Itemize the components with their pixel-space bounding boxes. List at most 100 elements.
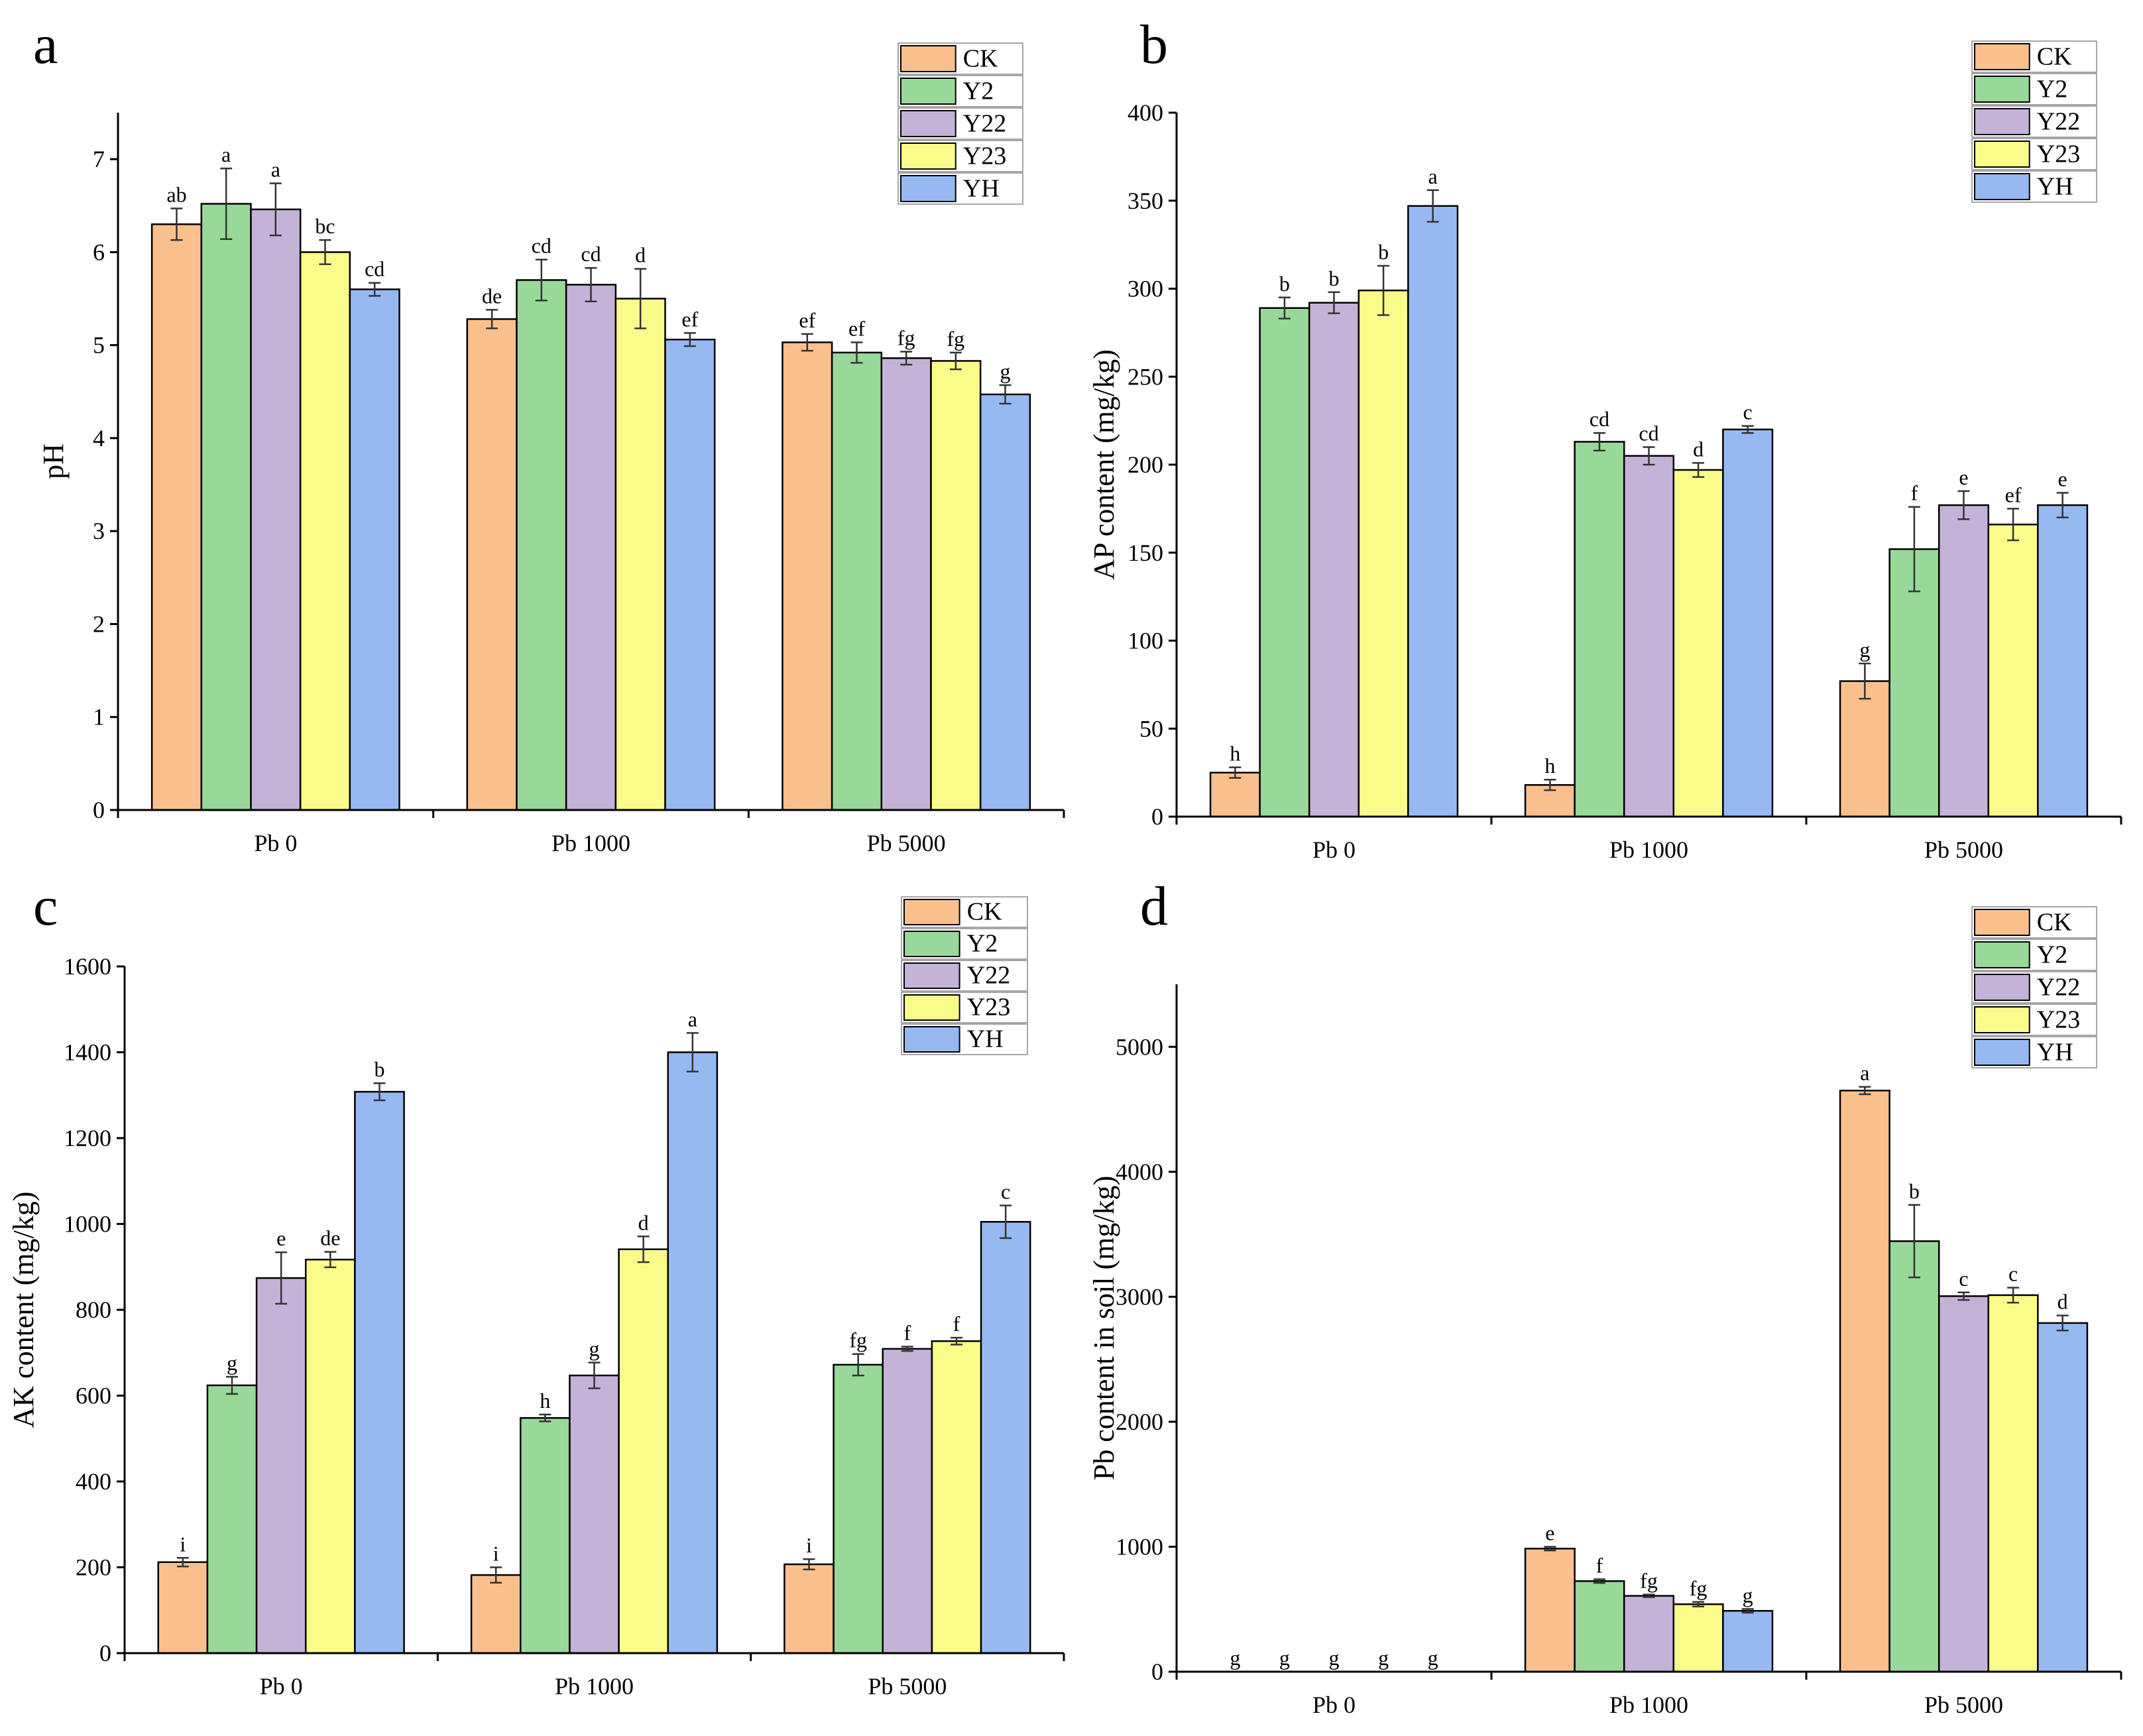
y-axis-label: AP content (mg/kg) <box>1088 349 1120 580</box>
legend-swatch-ck <box>1974 43 2030 70</box>
y-tick-label: 2000 <box>1116 1409 1163 1435</box>
error-bar-y23-0 <box>1377 264 1390 316</box>
error-bar-y23-0 <box>319 239 331 265</box>
error-bar-y2-2 <box>850 341 863 364</box>
legend-swatch-yh <box>1974 173 2030 200</box>
y-tick-label: 100 <box>1128 628 1163 654</box>
significance-letter-y22-2: c <box>1959 1267 1968 1291</box>
y-tick-label: 300 <box>1128 276 1163 302</box>
panel-letter-b: b <box>1140 14 1168 76</box>
y-tick-label: 200 <box>1128 451 1163 478</box>
bar-y2-2 <box>833 1363 884 1654</box>
legend: CK Y2 Y22 Y23 YH <box>898 42 1023 205</box>
error-bar-ck-1 <box>1544 778 1556 791</box>
significance-letter-yh-2: c <box>1001 1180 1010 1204</box>
legend-label-yh: YH <box>963 174 1000 202</box>
significance-letter-y2-2: fg <box>849 1328 867 1352</box>
bar-yh-1 <box>1722 1609 1774 1673</box>
legend-swatch-y22 <box>900 110 956 137</box>
significance-letter-yh-2: d <box>2057 1290 2068 1314</box>
error-bar-y2-0 <box>220 167 233 241</box>
legend-label-y2: Y2 <box>2037 75 2067 103</box>
y-tick-label: 1000 <box>64 1211 111 1238</box>
bar-y2-2 <box>1888 1240 1940 1673</box>
x-tick-label: Pb 0 <box>1312 1692 1356 1718</box>
significance-letter-y22-1: g <box>589 1337 600 1361</box>
chart-a-svg: a ab a a bc cd de cd cd d ef ef ef fg fg g 0 1 2 3 4 5 6 7 Pb 0 P… <box>33 14 1065 856</box>
y-tick-label: 3000 <box>1116 1283 1163 1310</box>
legend-label-y23: Y23 <box>2037 1006 2080 1033</box>
error-bar-ck-0 <box>176 1557 189 1568</box>
y-tick-label: 200 <box>76 1554 111 1581</box>
legend-swatch-y23 <box>1974 141 2030 168</box>
error-bar-y22-1 <box>1643 446 1655 466</box>
error-bar-y22-2 <box>901 1346 913 1352</box>
legend-swatch-y2 <box>903 931 960 957</box>
legend-label-y22: Y22 <box>967 962 1010 990</box>
significance-letter-y22-1: fg <box>1640 1569 1658 1593</box>
legend-swatch-y22 <box>1974 108 2030 135</box>
bar-y22-2 <box>882 1348 933 1654</box>
error-bar-ck-2 <box>1859 1086 1871 1096</box>
significance-letter-y22-0: e <box>276 1226 286 1250</box>
y-tick-label: 1200 <box>64 1125 111 1151</box>
error-bar-yh-2 <box>999 384 1012 405</box>
bar-y23-2 <box>930 360 982 811</box>
significance-letter-yh-2: g <box>1000 359 1011 383</box>
legend-label-y2: Y2 <box>963 77 994 105</box>
significance-letter-ck-1: h <box>1544 754 1555 778</box>
bar-yh-1 <box>667 1051 719 1654</box>
bar-y2-1 <box>516 279 567 811</box>
significance-letter-y2-0: a <box>221 143 231 166</box>
y-tick-label: 350 <box>1128 188 1163 214</box>
bar-yh-2 <box>2037 504 2089 818</box>
significance-letter-y23-2: fg <box>947 327 965 351</box>
significance-letter-y23-2: c <box>2008 1262 2018 1286</box>
bar-y23-1 <box>1672 1603 1724 1673</box>
legend-label-ck: CK <box>967 898 1002 926</box>
error-bar-y2-0 <box>226 1375 239 1395</box>
legend-swatch-ck <box>903 899 960 925</box>
error-bar-ck-1 <box>1544 1546 1556 1552</box>
bar-yh-1 <box>1722 428 1774 818</box>
bar-y23-2 <box>1987 524 2039 818</box>
bar-y23-0 <box>304 1258 356 1654</box>
bar-ck-2 <box>783 1563 835 1654</box>
y-tick-label: 50 <box>1139 715 1163 742</box>
bar-ck-0 <box>150 223 203 811</box>
y-tick-label: 250 <box>1128 363 1163 390</box>
significance-letter-yh-1: c <box>1743 400 1753 424</box>
bar-ck-1 <box>470 1574 522 1654</box>
legend-swatch-y2 <box>1974 76 2030 103</box>
legend-label-yh: YH <box>967 1025 1004 1053</box>
significance-letter-ck-2: a <box>1860 1061 1869 1085</box>
x-tick-label: Pb 5000 <box>868 1673 947 1700</box>
bar-y2-2 <box>1888 548 1940 818</box>
significance-letter-yh-0: a <box>1428 164 1438 188</box>
bar-yh-0 <box>349 288 400 811</box>
error-bar-ck-1 <box>486 309 498 329</box>
legend-label-ck: CK <box>2037 908 2072 936</box>
y-tick-label: 2 <box>93 610 105 637</box>
significance-letter-yh-1: ef <box>681 307 698 331</box>
legend-swatch-yh <box>900 175 956 202</box>
significance-letter-ck-0: i <box>180 1532 186 1556</box>
bar-y23-0 <box>299 251 351 811</box>
error-bar-yh-1 <box>683 332 696 347</box>
x-tick-label: Pb 5000 <box>1924 1692 2003 1718</box>
error-bar-y23-2 <box>2007 508 2020 542</box>
bar-yh-2 <box>2037 1322 2089 1673</box>
significance-letter-y23-0: bc <box>315 214 335 238</box>
significance-letter-yh-0: b <box>374 1057 384 1081</box>
legend-label-y22: Y22 <box>2037 973 2080 1001</box>
bar-ck-2 <box>1839 1090 1890 1673</box>
legend-swatch-yh <box>1974 1039 2030 1066</box>
legend-swatch-y2 <box>900 78 956 105</box>
error-bar-y23-1 <box>634 268 647 329</box>
bar-y23-2 <box>1987 1294 2039 1673</box>
legend-label-y2: Y2 <box>967 930 998 958</box>
y-tick-label: 0 <box>99 1640 111 1666</box>
error-bar-y22-2 <box>1957 490 1970 520</box>
bar-y2-0 <box>200 203 252 811</box>
significance-letter-yh-0: cd <box>365 257 384 281</box>
